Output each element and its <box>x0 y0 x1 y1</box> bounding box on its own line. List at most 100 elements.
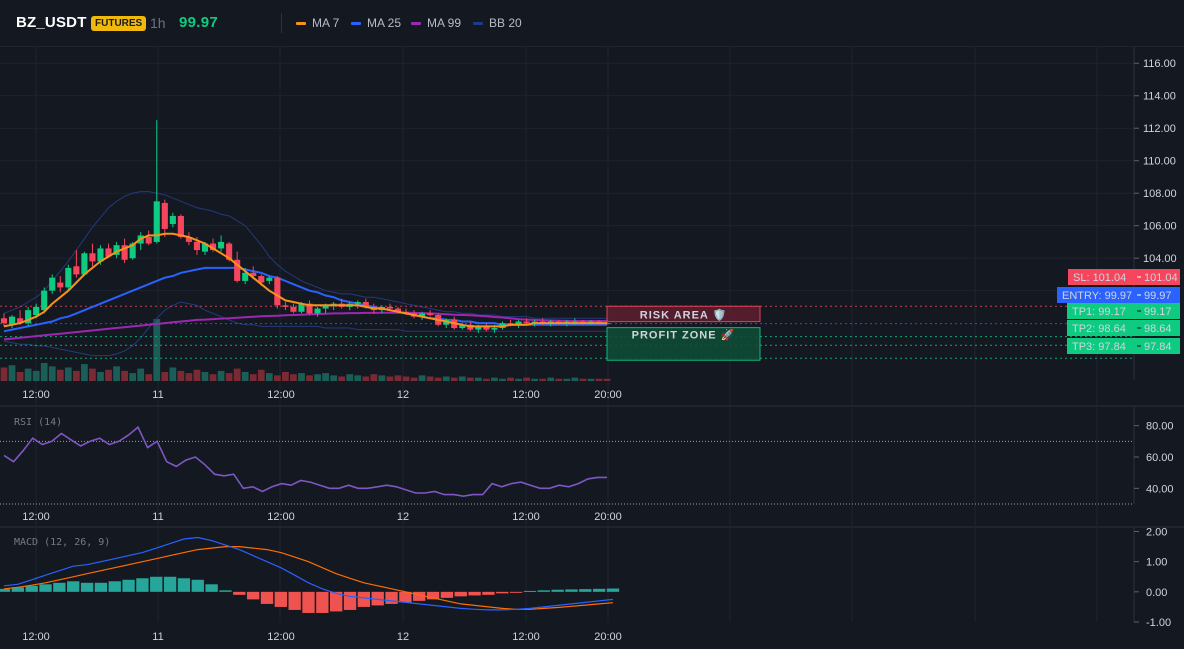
volume-bar <box>201 371 209 381</box>
candle-body <box>306 303 313 314</box>
volume-bar <box>161 371 169 381</box>
candle-body <box>81 253 88 275</box>
bb-lower-line <box>3 301 607 357</box>
macd-histogram-bar <box>53 582 66 592</box>
rsi-tick-label: 40.00 <box>1146 483 1174 495</box>
volume-bar <box>249 374 257 381</box>
time-tick-label: 12 <box>397 389 409 401</box>
macd-histogram-bar <box>454 591 467 597</box>
risk-zone-label: RISK AREA 🛡️ <box>640 308 727 321</box>
volume-bar <box>378 375 386 381</box>
level-tag-4 <box>1067 338 1180 354</box>
volume-bar <box>0 367 8 381</box>
time-tick-label: 12:00 <box>22 389 50 401</box>
legend-bb20-swatch <box>473 21 483 25</box>
rsi-tick-label: 80.00 <box>1146 421 1174 433</box>
volume-bar <box>97 371 104 381</box>
macd-histogram-bar <box>67 581 80 592</box>
time-tick-label: 12:00 <box>22 631 50 643</box>
volume-bar <box>209 374 217 381</box>
volume-bar <box>121 370 128 381</box>
macd-histogram-bar <box>496 591 509 594</box>
level-tag-value-0: 101.04 <box>1144 272 1178 284</box>
macd-tick-label: 2.00 <box>1146 527 1167 539</box>
legend-bb20[interactable]: BB 20 <box>473 16 522 30</box>
volume-bar <box>410 377 418 381</box>
volume-bar <box>442 376 450 381</box>
candle-body <box>201 243 209 252</box>
volume-bar <box>145 374 153 381</box>
volume-bar <box>306 375 313 381</box>
volume-bar <box>137 368 145 381</box>
price-tick-label: 104.00 <box>1143 253 1177 265</box>
candle-body <box>459 324 466 329</box>
volume-bar <box>169 367 177 381</box>
volume-bar <box>515 378 522 381</box>
price-tick-label: 106.00 <box>1143 221 1177 233</box>
legend-ma25[interactable]: MA 25 <box>351 16 401 30</box>
time-tick-label: 11 <box>152 511 163 523</box>
legend-ma25-label: MA 25 <box>367 16 402 30</box>
legend-ma99[interactable]: MA 99 <box>411 16 461 30</box>
candle-body <box>177 215 184 238</box>
time-tick-label: 11 <box>152 631 163 643</box>
volume-bar <box>579 378 587 381</box>
volume-bar <box>330 375 338 381</box>
macd-histogram-bar <box>260 591 274 604</box>
candle-body <box>161 202 168 229</box>
macd-histogram-bar <box>399 591 412 603</box>
candle-body <box>65 267 72 288</box>
volume-bar <box>129 373 137 381</box>
macd-histogram-bar <box>316 591 329 613</box>
macd-histogram-bar <box>330 591 343 612</box>
symbol-name[interactable]: BZ_USDT <box>16 14 87 31</box>
level-tag-value-4: 97.84 <box>1144 341 1172 353</box>
volume-bar <box>434 377 442 381</box>
volume-bar <box>81 364 88 381</box>
macd-histogram-bar <box>440 591 454 598</box>
volume-bar <box>257 369 265 381</box>
volume-bar <box>426 376 434 381</box>
level-tag-label-4: TP3: 97.84 <box>1072 341 1126 353</box>
volume-bar <box>298 373 305 381</box>
volume-bar <box>418 375 426 381</box>
time-tick-label: 20:00 <box>594 631 622 643</box>
time-tick-label: 12:00 <box>512 389 540 401</box>
candle-body <box>354 302 361 304</box>
candle-body <box>105 248 112 257</box>
risk-zone-box <box>606 305 761 323</box>
candle-body <box>258 276 265 283</box>
timeframe-selector[interactable]: 1h <box>150 15 166 31</box>
legend-ma7[interactable]: MA 7 <box>296 16 339 30</box>
level-tag-label-0: SL: 101.04 <box>1073 272 1126 284</box>
volume-bar <box>338 376 346 381</box>
macd-title: MACD (12, 26, 9) <box>14 537 110 548</box>
macd-histogram-bar <box>163 576 177 592</box>
candle-body <box>185 237 192 242</box>
macd-histogram-bar <box>606 588 620 592</box>
profit-zone-label: PROFIT ZONE 🚀 <box>632 329 736 342</box>
candle-body <box>153 201 160 242</box>
volume-bar <box>273 375 281 381</box>
level-tag-value-3: 98.64 <box>1144 323 1172 335</box>
time-tick-label: 12:00 <box>267 511 295 523</box>
level-tag-3 <box>1067 320 1180 336</box>
candle-body <box>8 316 16 325</box>
level-tag-label-3: TP2: 98.64 <box>1072 323 1126 335</box>
time-tick-label: 12:00 <box>267 389 295 401</box>
macd-histogram-bar <box>523 590 537 592</box>
candle-body <box>0 318 8 324</box>
candle-body <box>282 305 289 307</box>
macd-histogram-bar <box>537 590 550 592</box>
level-tag-label-2: TP1: 99.17 <box>1072 306 1126 318</box>
volume-bar <box>64 367 72 381</box>
candle-body <box>298 303 305 312</box>
volume-bar <box>265 373 273 381</box>
volume-bar <box>507 377 514 381</box>
candle-body <box>41 290 48 311</box>
time-tick-label: 12 <box>397 631 409 643</box>
volume-bar <box>89 368 96 381</box>
level-tag-label-1: ENTRY: 99.97 <box>1062 290 1132 302</box>
bb-upper-line <box>3 191 607 319</box>
